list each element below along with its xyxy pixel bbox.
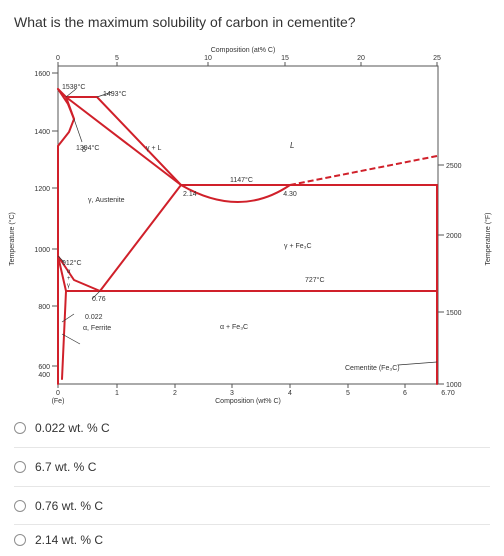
option-label: 2.14 wt. % C	[35, 533, 104, 547]
ferrite-label: α, Ferrite	[83, 325, 111, 332]
radio-button-icon[interactable]	[14, 500, 26, 512]
solidus-line	[65, 96, 182, 186]
delta-gamma-line	[65, 96, 75, 120]
question-text: What is the maximum solubility of carbon…	[14, 14, 356, 30]
liquid-label: L	[290, 141, 294, 150]
option-divider	[14, 524, 490, 525]
bottom-axis-title: Composition (wt% C)	[215, 398, 281, 405]
gamma-small-label: γ	[67, 283, 70, 289]
left-tick-label: 1600	[34, 71, 50, 78]
temp-727-label: 727°C	[305, 276, 325, 284]
bottom-tick-label: 6.70	[441, 390, 455, 397]
alpha-small-label: α	[67, 269, 71, 275]
radio-button-icon[interactable]	[14, 422, 26, 434]
temp-1394-label: 1394°C	[76, 144, 99, 152]
ferrite-solvus	[57, 255, 68, 380]
bottom-tick-label: 3	[230, 390, 234, 397]
bottom-tick-label: 5	[346, 390, 350, 397]
a3-line	[57, 255, 101, 292]
bottom-tick-label: 0	[56, 390, 60, 397]
left-tick-label: 1400	[34, 129, 50, 136]
gamma-fe3c-label: γ + Fe₃C	[284, 243, 312, 250]
c0022-label: 0.022	[85, 314, 103, 321]
bottom-tick-label: 1	[115, 390, 119, 397]
delta-label: δ	[82, 147, 86, 154]
temp-1147-label: 1147°C	[230, 176, 253, 184]
answer-option[interactable]: 0.76 wt. % C	[14, 492, 490, 520]
temp-912-label: 912°C	[62, 259, 82, 267]
fe-c-phase-diagram: Composition (at% C) 0 5 10 15 20 25 1600…	[8, 47, 492, 405]
c430-label: 4.30	[283, 191, 297, 198]
bottom-fe-label: (Fe)	[52, 398, 65, 405]
bottom-tick-label: 2	[173, 390, 177, 397]
bottom-tick-label: 4	[288, 390, 292, 397]
right-axis-title: Temperature (°F)	[484, 213, 492, 266]
option-label: 6.7 wt. % C	[35, 460, 97, 474]
bottom-tick-label: 6	[403, 390, 407, 397]
left-tick-label: 1000	[34, 247, 50, 254]
left-tick-label: 1200	[34, 186, 50, 193]
top-tick-label: 10	[204, 55, 212, 62]
right-tick-label: 1000	[446, 382, 462, 389]
option-divider	[14, 486, 490, 487]
right-tick-label: 2500	[446, 163, 462, 170]
right-tick-label: 1500	[446, 310, 462, 317]
alpha-fe3c-label: α + Fe₃C	[220, 324, 248, 331]
temp-1538-label: 1538°C	[62, 83, 85, 91]
top-tick-label: 25	[433, 55, 441, 62]
c076-label: 0.76	[92, 296, 106, 303]
plot-frame	[57, 65, 439, 385]
radio-button-icon[interactable]	[14, 534, 26, 546]
top-axis-title: Composition (at% C)	[211, 47, 276, 54]
liquidus-curve	[180, 184, 291, 203]
top-tick-label: 0	[56, 55, 60, 62]
answer-option[interactable]: 2.14 wt. % C	[14, 526, 490, 554]
cementite-label: Cementite (Fe₃C)	[345, 365, 400, 372]
liquidus-line-left	[57, 88, 291, 186]
left-tick-label: 600	[38, 364, 50, 371]
top-tick-label: 5	[115, 55, 119, 62]
left-tick-label: 800	[38, 304, 50, 311]
option-divider	[14, 447, 490, 448]
plus-small-label: +	[67, 276, 71, 282]
answer-option[interactable]: 0.022 wt. % C	[14, 414, 490, 442]
left-axis-title: Temperature (°C)	[8, 212, 16, 266]
gamma-liquid-label: γ + L	[146, 145, 161, 152]
c214-label: 2.14	[183, 191, 197, 198]
left-tick-label: 400	[38, 372, 50, 379]
top-tick-label: 15	[281, 55, 289, 62]
temp-1493-label: 1493°C	[103, 90, 126, 98]
austenite-label: γ, Austenite	[88, 197, 125, 204]
right-tick-label: 2000	[446, 233, 462, 240]
option-label: 0.76 wt. % C	[35, 499, 104, 513]
radio-button-icon[interactable]	[14, 461, 26, 473]
acm-line	[99, 184, 182, 292]
option-label: 0.022 wt. % C	[35, 421, 110, 435]
liquidus-line-right	[289, 155, 438, 186]
top-tick-label: 20	[357, 55, 365, 62]
answer-option[interactable]: 6.7 wt. % C	[14, 453, 490, 481]
